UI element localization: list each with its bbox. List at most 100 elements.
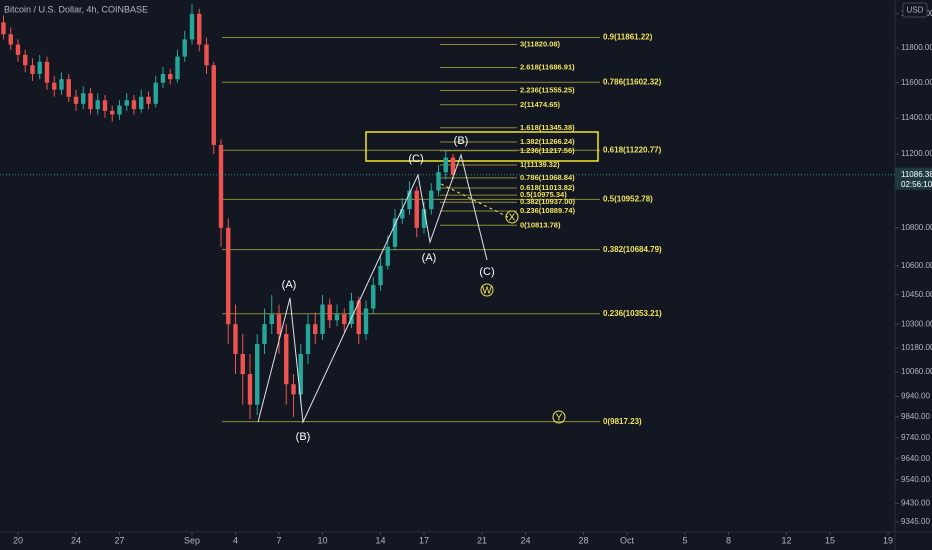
candle-body [218,144,224,228]
fib-label: 1.236(11217.56) [520,146,575,155]
y-tick-label: 11400.00 [901,113,932,122]
x-tick-label: 14 [375,535,385,545]
x-tick-label: 24 [71,535,81,545]
fib-label: 0.618(11220.77) [603,145,662,154]
last-price: 11086.38 [901,170,932,179]
y-tick-label: 10450.00 [901,290,932,299]
y-tick-label: 10180.00 [901,343,932,352]
wave-lines [257,153,488,424]
candle-body [153,82,158,104]
y-tick-label: 11600.00 [901,78,932,87]
candle-body [226,227,231,325]
candle-body [305,324,311,354]
fib-label: 0.5(10975.34) [520,190,567,199]
candle-body [407,190,412,210]
y-tick-label: 11200.00 [901,149,932,158]
countdown: 02:56:10 [901,180,932,189]
candle-body [421,209,427,228]
x-tick-label: 8 [726,535,731,545]
fib-label: 0.5(10952.78) [603,194,653,203]
x-tick-label: 21 [477,535,487,545]
candle-body [363,308,369,335]
candle-body [189,13,195,40]
candle-body [436,172,441,191]
candle-body [262,324,267,344]
projection-line [440,183,509,218]
wave-circle [480,283,494,297]
currency: USD [907,6,924,15]
fib-label: 1.382(11266.24) [520,137,575,146]
fib-label: 0.382(10937.00) [520,197,576,206]
y-tick-label: 9345.00 [901,517,930,526]
wave-label: (B) [454,135,469,147]
candle-body [44,61,50,83]
candle-body [211,65,216,145]
wave-label: X [509,213,516,224]
x-tick-label: 15 [825,535,835,545]
candle-body [146,96,151,104]
x-tick-label: Sep [184,535,200,545]
y-tick-label: 9640.00 [901,454,930,463]
candle-body [342,314,347,325]
axes: 12000.0011800.0011600.0011400.0011200.00… [13,9,932,545]
y-tick-label: 9940.00 [901,392,930,401]
fib-label: 2.236(11555.25) [520,86,575,95]
fib-layer: 0.9(11861.22) 0.786(11602.32) 0.618(11220.… [222,33,662,426]
fib-label: 0.236(10889.74) [520,206,576,215]
candle-body [117,105,122,115]
x-tick-label: 10 [317,535,327,545]
candle-body [414,190,419,228]
candle-body [298,353,303,395]
wave-label: (A) [422,252,437,264]
y-tick-label: 9740.00 [901,433,930,442]
candle-body [327,304,332,321]
fib-label: 0.618(11013.82) [520,183,575,192]
candle-body [204,44,209,66]
wave-label: (C) [408,153,423,165]
candle-body [160,73,166,83]
candle-body [30,65,35,74]
fib-label: 0.9(11861.22) [603,33,653,42]
candle-body [66,79,71,97]
candles [0,3,895,420]
candle-body [110,110,115,115]
fib-label: 2(11474.65) [520,100,561,109]
candle-body [443,157,448,173]
candle-body [175,56,180,80]
x-tick-label: 24 [521,535,531,545]
candle-body [124,100,129,106]
candle-body [334,314,340,321]
wave-circle [505,210,519,224]
x-tick-label: 4 [233,535,238,545]
candle-body [392,218,398,247]
candle-body [313,324,318,335]
fib-label: 0.786(11068.84) [520,173,575,182]
y-tick-label: 11800.00 [901,43,932,52]
candle-body [429,190,434,210]
candle-body [255,343,260,405]
fib-label: 1.618(11345.38) [520,123,575,132]
candle-body [168,73,173,80]
y-tick-label: 10060.00 [901,367,932,376]
candle-body [385,246,390,266]
y-tick-label: 9540.00 [901,475,930,484]
candle-body [23,54,28,66]
candle-body [73,96,79,104]
y-tick-label: 10300.00 [901,319,932,328]
fib-label: 0.236(10353.21) [603,309,662,318]
candle-body [52,82,57,90]
candle-body [81,93,86,104]
candle-body [247,374,253,405]
candle-body [15,44,21,55]
candle-body [8,34,13,45]
x-tick-label: 27 [114,535,124,545]
candle-body [102,100,108,111]
candle-body [88,93,93,110]
x-tick-label: 12 [782,535,792,545]
wave-label: W [482,286,492,297]
wave-circle [552,410,566,424]
candle-body [276,314,282,335]
x-tick-label: 7 [276,535,281,545]
fib-label: 2.618(11686.91) [520,63,575,72]
